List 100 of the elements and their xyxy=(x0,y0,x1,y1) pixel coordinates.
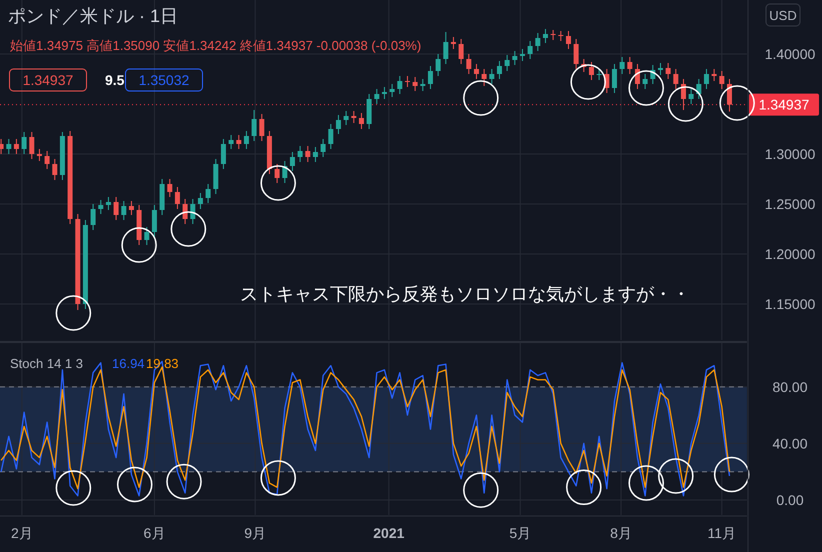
candlestick xyxy=(642,74,648,90)
candlestick xyxy=(620,56,625,74)
point xyxy=(260,165,296,201)
candlestick xyxy=(458,38,464,64)
candlestick xyxy=(719,70,724,90)
candlestick xyxy=(198,192,203,210)
candlestick xyxy=(236,134,242,150)
annotation: 1.35032 xyxy=(138,72,190,88)
candlestick xyxy=(496,60,502,80)
chart-title: ポンド／米ドル · 1日 xyxy=(8,6,178,26)
x-tick-label: 5月 xyxy=(509,525,532,541)
candlestick xyxy=(436,54,441,76)
candlestick xyxy=(358,112,364,130)
candlestick xyxy=(574,38,579,70)
y-tick-label: 1.20000 xyxy=(764,246,816,262)
candlestick xyxy=(152,204,157,238)
candlestick xyxy=(566,30,571,50)
candlestick xyxy=(305,146,310,162)
x-tick-label: 11月 xyxy=(708,525,736,541)
candlestick xyxy=(382,86,387,100)
point xyxy=(56,470,92,506)
candlestick xyxy=(542,28,548,44)
point xyxy=(628,465,664,501)
candlestick xyxy=(190,198,196,224)
candlestick xyxy=(6,138,12,154)
candlestick xyxy=(673,68,678,90)
candlestick xyxy=(29,132,34,160)
candlestick xyxy=(128,200,134,216)
point xyxy=(719,85,755,121)
candlestick xyxy=(558,30,564,42)
x-tick-label: 2月 xyxy=(11,525,33,541)
x-tick-label: 2021 xyxy=(373,525,405,541)
candlestick xyxy=(726,78,732,112)
candlestick xyxy=(704,68,709,90)
candlestick xyxy=(466,54,472,74)
candlestick xyxy=(98,200,104,214)
point xyxy=(566,470,602,506)
candlestick xyxy=(298,146,303,162)
candlestick xyxy=(252,110,257,142)
candlestick xyxy=(504,54,510,72)
point xyxy=(714,456,750,492)
candlestick xyxy=(220,138,226,170)
candlestick xyxy=(412,76,418,92)
candlestick xyxy=(36,148,42,162)
x-tick-label: 6月 xyxy=(144,525,166,541)
candlestick xyxy=(228,134,234,150)
candlestick xyxy=(144,226,150,246)
y-tick-label: 40.00 xyxy=(772,435,808,452)
y-tick-label: 0.00 xyxy=(776,492,804,508)
x-tick-label: 9月 xyxy=(244,525,266,541)
point xyxy=(668,86,704,122)
point xyxy=(628,70,664,106)
candlestick xyxy=(22,132,27,154)
candlestick xyxy=(450,36,456,50)
candlestick xyxy=(397,76,402,94)
candlestick xyxy=(44,150,50,170)
ref-line-label: 1.34937 xyxy=(758,96,810,113)
candlestick xyxy=(520,48,525,62)
candlestick xyxy=(688,88,694,104)
y-tick-label: 1.25000 xyxy=(764,196,816,212)
candlestick xyxy=(535,32,540,52)
candlestick xyxy=(114,196,119,220)
y-tick-label: 1.30000 xyxy=(764,146,816,162)
annotation: Stoch 14 1 3 xyxy=(10,356,83,371)
candlestick xyxy=(474,64,479,80)
candlestick xyxy=(712,68,717,82)
point xyxy=(121,227,157,263)
candlestick xyxy=(90,204,96,230)
candlestick xyxy=(259,114,264,142)
x-tick-label: 8月 xyxy=(610,525,632,541)
candlestick xyxy=(320,138,326,158)
annotation: ストキャス下限から反発もソロソロな気がしますが・・ xyxy=(240,284,690,304)
candlestick xyxy=(106,196,111,210)
candlestick xyxy=(206,184,211,204)
candlestick xyxy=(680,78,686,110)
point xyxy=(463,80,499,116)
candlestick xyxy=(244,130,249,150)
candlestick xyxy=(167,178,172,198)
candlestick xyxy=(482,68,487,86)
y-tick-label: 1.40000 xyxy=(764,46,816,62)
point xyxy=(170,211,206,247)
candlestick xyxy=(512,50,518,66)
point xyxy=(570,64,606,100)
annotation: 9.5 xyxy=(105,72,125,88)
candlestick xyxy=(336,114,341,134)
candlestick xyxy=(390,84,395,98)
candlestick xyxy=(666,62,671,80)
candlestick xyxy=(290,152,295,172)
candlestick xyxy=(374,88,380,104)
candlestick xyxy=(443,32,448,64)
candlestick xyxy=(550,30,556,40)
candlestick xyxy=(14,138,19,154)
annotation: 16.94 xyxy=(112,356,145,371)
candlestick xyxy=(658,62,663,76)
point xyxy=(166,464,202,500)
candlestick xyxy=(121,200,126,220)
point xyxy=(463,472,499,508)
candlestick xyxy=(404,76,410,88)
candlestick xyxy=(312,146,318,162)
candlestick xyxy=(489,68,494,84)
